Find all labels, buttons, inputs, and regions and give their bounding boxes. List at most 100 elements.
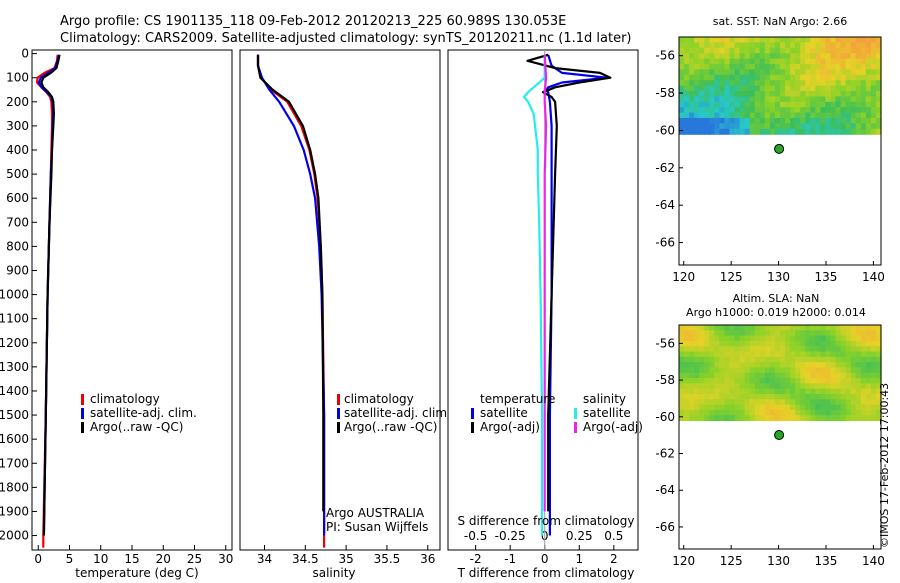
heatmap-cell (734, 58, 741, 65)
heatmap-cell (820, 356, 827, 363)
heatmap-cell (709, 340, 715, 347)
heatmap-cell (805, 90, 811, 97)
heatmap-cell (815, 399, 821, 406)
heatmap-cell (759, 383, 766, 390)
heatmap-cell (805, 101, 811, 108)
heatmap-cell (835, 356, 842, 363)
heatmap-cell (865, 58, 872, 65)
heatmap-cell (825, 37, 832, 43)
heatmap-cell (815, 107, 821, 114)
heatmap-cell (744, 415, 751, 422)
heatmap-cell (790, 101, 796, 108)
heatmap-cell (810, 356, 816, 363)
heatmap-cell (840, 415, 847, 422)
heatmap-cell (709, 393, 715, 400)
heatmap-cell (855, 383, 862, 390)
heatmap-cell (699, 96, 705, 103)
heatmap-cell (694, 335, 700, 342)
heatmap-cell (840, 367, 847, 374)
heatmap-cell (759, 58, 766, 65)
heatmap-cell (729, 123, 736, 130)
temperature-tick-label: 30 (218, 552, 233, 566)
heatmap-cell (780, 53, 786, 60)
heatmap-cell (810, 74, 816, 81)
heatmap-cell (729, 325, 736, 331)
heatmap-cell (679, 351, 685, 358)
heatmap-cell (774, 128, 781, 135)
heatmap-cell (800, 325, 806, 331)
heatmap-cell (734, 362, 741, 369)
depth-tick-label: 700 (6, 215, 29, 229)
heatmap-cell (845, 80, 852, 87)
heatmap-cell (744, 362, 751, 369)
heatmap-cell (875, 399, 882, 406)
heatmap-cell (795, 340, 801, 347)
heatmap-cell (684, 393, 690, 400)
heatmap-cell (845, 37, 852, 43)
heatmap-cell (699, 37, 705, 43)
legend-swatch-satellite (337, 408, 340, 419)
difference-line-1 (526, 53, 612, 512)
heatmap-cell (840, 53, 847, 60)
heatmap-cell (845, 399, 852, 406)
heatmap-cell (749, 409, 756, 416)
heatmap-cell (714, 112, 720, 119)
heatmap-cell (850, 346, 857, 353)
legend-label: satellite-adj. clim. (90, 406, 197, 420)
heatmap-cell (875, 42, 882, 49)
heatmap-cell (694, 330, 700, 337)
heatmap-cell (855, 107, 862, 114)
heatmap-cell (709, 96, 715, 103)
heatmap-cell (830, 69, 837, 76)
heatmap-cell (800, 96, 806, 103)
heatmap-cell (860, 340, 867, 347)
heatmap-cell (714, 356, 720, 363)
heatmap-cell (749, 96, 756, 103)
heatmap-cell (764, 63, 771, 70)
heatmap-cell (714, 37, 720, 43)
heatmap-cell (870, 53, 877, 60)
heatmap-cell (810, 340, 816, 347)
heatmap-cell (734, 335, 741, 342)
heatmap-cell (759, 101, 766, 108)
heatmap-cell (759, 42, 766, 49)
difference-lines (522, 50, 612, 550)
heatmap-cell (815, 393, 821, 400)
heatmap-cell (704, 117, 710, 124)
heatmap-cell (780, 107, 786, 114)
heatmap-cell (835, 37, 842, 43)
heatmap-cell (790, 107, 796, 114)
heatmap-cell (689, 351, 695, 358)
heatmap-cell (739, 85, 746, 92)
heatmap-cell (774, 58, 781, 65)
heatmap-cell (850, 117, 857, 124)
heatmap-cell (714, 58, 720, 65)
heatmap-cell (800, 409, 806, 416)
heatmap-cell (845, 340, 852, 347)
heatmap-cell (835, 372, 842, 379)
heatmap-cell (815, 117, 821, 124)
heatmap-cell (780, 42, 786, 49)
heatmap-cell (785, 80, 791, 87)
heatmap-cell (774, 383, 781, 390)
heatmap-cell (689, 101, 695, 108)
heatmap-cell (780, 325, 786, 331)
heatmap-cell (790, 346, 796, 353)
heatmap-cell (825, 128, 832, 135)
heatmap-cell (865, 80, 872, 87)
heatmap-cell (719, 340, 726, 347)
heatmap-cell (780, 372, 786, 379)
heatmap-cell (744, 107, 751, 114)
heatmap-cell (759, 85, 766, 92)
heatmap-cell (810, 362, 816, 369)
heatmap-cell (845, 383, 852, 390)
heatmap-cell (860, 378, 867, 384)
heatmap-cell (865, 69, 872, 76)
heatmap-cell (825, 372, 832, 379)
heatmap-cell (850, 107, 857, 114)
heatmap-cell (729, 85, 736, 92)
heatmap-cell (870, 96, 877, 103)
heatmap-cell (729, 399, 736, 406)
heatmap-cell (800, 117, 806, 124)
difference-legend: temperature salinity satellite Argo(-adj… (471, 392, 643, 434)
